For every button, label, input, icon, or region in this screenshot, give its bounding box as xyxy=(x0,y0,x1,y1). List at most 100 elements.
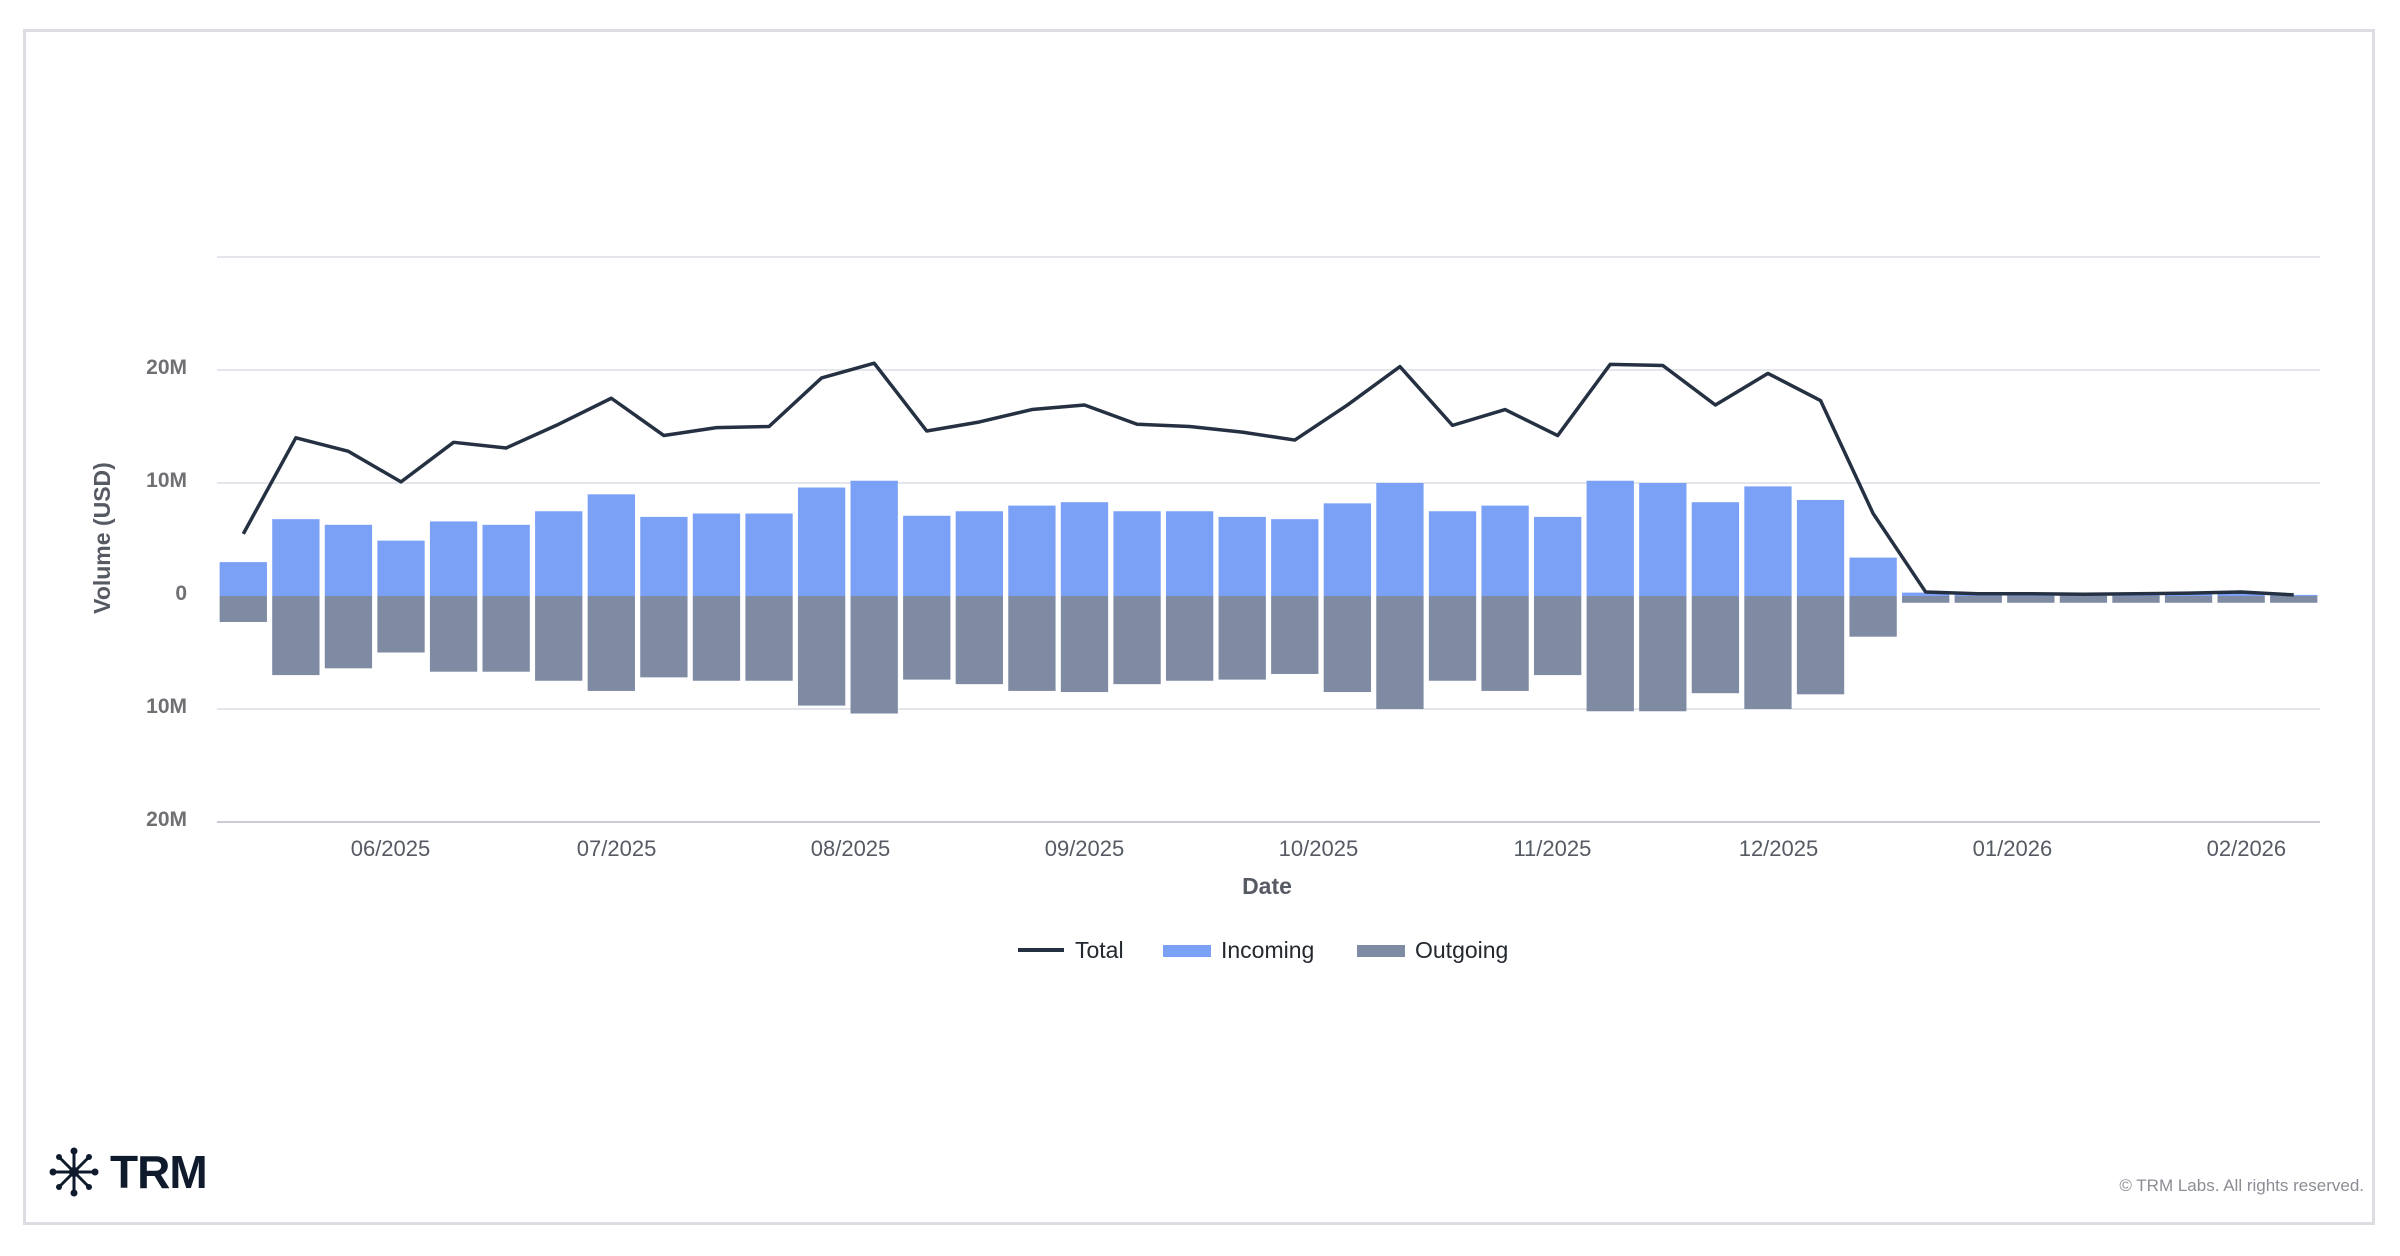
outgoing-bar[interactable] xyxy=(377,596,425,653)
y-axis-title: Volume (USD) xyxy=(89,462,115,614)
incoming-bar[interactable] xyxy=(1376,483,1424,596)
outgoing-bar[interactable] xyxy=(1796,596,1845,695)
y-axis-ticks: 20M 10M 0 10M 20M xyxy=(146,356,187,831)
outgoing-bar[interactable] xyxy=(1165,596,1214,681)
outgoing-bar[interactable] xyxy=(535,596,583,681)
incoming-bar[interactable] xyxy=(745,513,793,596)
incoming-bar[interactable] xyxy=(1008,505,1056,596)
outgoing-bar[interactable] xyxy=(1113,596,1161,685)
outgoing-bar[interactable] xyxy=(692,596,741,681)
trm-logo: TRM xyxy=(48,1144,208,1200)
outgoing-bar[interactable] xyxy=(1586,596,1634,712)
legend-outgoing-swatch xyxy=(1357,945,1405,957)
incoming-bar[interactable] xyxy=(1744,486,1792,596)
outgoing-bar[interactable] xyxy=(219,596,267,622)
incoming-bar[interactable] xyxy=(1639,483,1687,596)
incoming-bar[interactable] xyxy=(587,494,635,596)
outgoing-bar[interactable] xyxy=(2270,596,2318,603)
incoming-bar[interactable] xyxy=(535,511,583,596)
incoming-bar[interactable] xyxy=(903,515,951,596)
incoming-bar[interactable] xyxy=(640,516,688,596)
outgoing-bar[interactable] xyxy=(1008,596,1056,691)
outgoing-bar[interactable] xyxy=(797,596,846,706)
incoming-bar[interactable] xyxy=(1586,480,1634,596)
incoming-bar[interactable] xyxy=(1113,511,1161,596)
incoming-bar[interactable] xyxy=(1481,505,1529,596)
incoming-bar[interactable] xyxy=(1796,499,1845,596)
incoming-bar[interactable] xyxy=(692,513,741,596)
incoming-bar[interactable] xyxy=(1849,557,1897,596)
outgoing-bar[interactable] xyxy=(2112,596,2160,603)
grid-lines xyxy=(217,256,2320,823)
incoming-bar[interactable] xyxy=(429,521,478,596)
outgoing-bar[interactable] xyxy=(2007,596,2055,603)
x-tick-label: 11/2025 xyxy=(1513,836,1591,861)
outgoing-bar[interactable] xyxy=(1849,596,1897,637)
x-tick-label: 06/2025 xyxy=(351,836,431,861)
legend: Total Incoming Outgoing xyxy=(1018,937,1508,963)
incoming-bar[interactable] xyxy=(1060,502,1109,596)
incoming-bar[interactable] xyxy=(1271,519,1319,596)
copyright-text: © TRM Labs. All rights reserved. xyxy=(2119,1176,2364,1195)
outgoing-bar[interactable] xyxy=(850,596,898,714)
outgoing-bars xyxy=(219,596,2318,714)
incoming-bar[interactable] xyxy=(272,519,320,596)
outgoing-bar[interactable] xyxy=(2217,596,2265,603)
legend-item-incoming[interactable]: Incoming xyxy=(1163,937,1314,963)
outgoing-bar[interactable] xyxy=(1323,596,1372,693)
outgoing-bar[interactable] xyxy=(1639,596,1687,712)
incoming-bar[interactable] xyxy=(324,524,373,596)
outgoing-bar[interactable] xyxy=(587,596,635,691)
incoming-bar[interactable] xyxy=(1902,592,1950,596)
incoming-bar[interactable] xyxy=(2270,594,2318,596)
outgoing-bar[interactable] xyxy=(1534,596,1582,676)
outgoing-bar[interactable] xyxy=(955,596,1003,685)
incoming-bar[interactable] xyxy=(482,524,530,596)
y-tick-label: 10M xyxy=(146,469,187,492)
incoming-bar[interactable] xyxy=(1218,516,1266,596)
outgoing-bar[interactable] xyxy=(324,596,373,669)
x-tick-label: 02/2026 xyxy=(2207,836,2287,861)
outgoing-bar[interactable] xyxy=(272,596,320,676)
incoming-bar[interactable] xyxy=(1428,511,1477,596)
outgoing-bar[interactable] xyxy=(482,596,530,672)
total-line-group xyxy=(241,361,2294,597)
legend-incoming-swatch xyxy=(1163,945,1211,957)
legend-item-outgoing[interactable]: Outgoing xyxy=(1357,937,1508,963)
incoming-bar[interactable] xyxy=(797,487,846,596)
incoming-bar[interactable] xyxy=(1691,502,1740,596)
x-tick-label: 08/2025 xyxy=(811,836,891,861)
outgoing-bar[interactable] xyxy=(1481,596,1529,691)
outgoing-bar[interactable] xyxy=(1376,596,1424,709)
incoming-bar[interactable] xyxy=(1534,516,1582,596)
outgoing-bar[interactable] xyxy=(1902,596,1950,603)
incoming-bar[interactable] xyxy=(850,480,898,596)
incoming-bar[interactable] xyxy=(955,511,1003,596)
total-line[interactable] xyxy=(241,361,2294,597)
incoming-bar[interactable] xyxy=(1323,503,1372,596)
incoming-bar[interactable] xyxy=(219,562,267,596)
legend-outgoing-label: Outgoing xyxy=(1415,937,1508,963)
legend-incoming-label: Incoming xyxy=(1221,937,1314,963)
outgoing-bar[interactable] xyxy=(745,596,793,681)
outgoing-bar[interactable] xyxy=(2059,596,2108,603)
outgoing-bar[interactable] xyxy=(1954,596,2002,603)
outgoing-bar[interactable] xyxy=(903,596,951,680)
incoming-bar[interactable] xyxy=(1165,511,1214,596)
legend-item-total[interactable]: Total xyxy=(1018,937,1124,963)
outgoing-bar[interactable] xyxy=(1691,596,1740,694)
y-tick-label: 0 xyxy=(175,582,187,605)
outgoing-bar[interactable] xyxy=(1060,596,1109,693)
logo-text: TRM xyxy=(110,1146,208,1198)
outgoing-bar[interactable] xyxy=(429,596,478,672)
outgoing-bar[interactable] xyxy=(2164,596,2213,603)
y-tick-label: 10M xyxy=(146,695,187,718)
incoming-bar[interactable] xyxy=(377,540,425,596)
outgoing-bar[interactable] xyxy=(1271,596,1319,674)
outgoing-bar[interactable] xyxy=(1744,596,1792,709)
outgoing-bar[interactable] xyxy=(1218,596,1266,680)
outgoing-bar[interactable] xyxy=(640,596,688,678)
incoming-bar[interactable] xyxy=(2217,592,2265,596)
outgoing-bar[interactable] xyxy=(1428,596,1477,681)
